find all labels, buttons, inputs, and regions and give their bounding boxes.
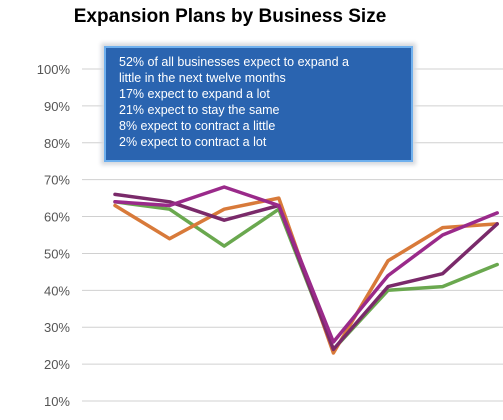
annotation-line: 17% expect to expand a lot xyxy=(119,87,270,101)
annotation-line: 21% expect to stay the same xyxy=(119,103,280,117)
annotation-line: 8% expect to contract a little xyxy=(119,119,276,133)
y-tick-label: 50% xyxy=(44,246,70,261)
annotation-line: 2% expect to contract a lot xyxy=(119,135,267,149)
series-lines xyxy=(113,185,499,355)
chart-title: Expansion Plans by Business Size xyxy=(73,6,387,27)
y-tick-label: 40% xyxy=(44,283,70,298)
y-tick-label: 70% xyxy=(44,173,70,188)
y-tick-label: 80% xyxy=(44,136,70,151)
y-axis-ticks: 10% 20% 30% 40% 50% 60% 70% 80% 90% 100% xyxy=(37,62,71,409)
annotation-line: little in the next twelve months xyxy=(119,71,286,85)
y-tick-label: 60% xyxy=(44,210,70,225)
y-tick-label: 20% xyxy=(44,357,70,372)
y-tick-label: 90% xyxy=(44,99,70,114)
annotation-line: 52% of all businesses expect to expand a xyxy=(119,55,350,69)
annotation-box: 52% of all businesses expect to expand a… xyxy=(104,46,413,162)
y-tick-label: 30% xyxy=(44,320,70,335)
y-tick-label: 10% xyxy=(44,394,70,409)
series-line-4 xyxy=(113,185,499,344)
y-tick-label: 100% xyxy=(37,62,71,77)
